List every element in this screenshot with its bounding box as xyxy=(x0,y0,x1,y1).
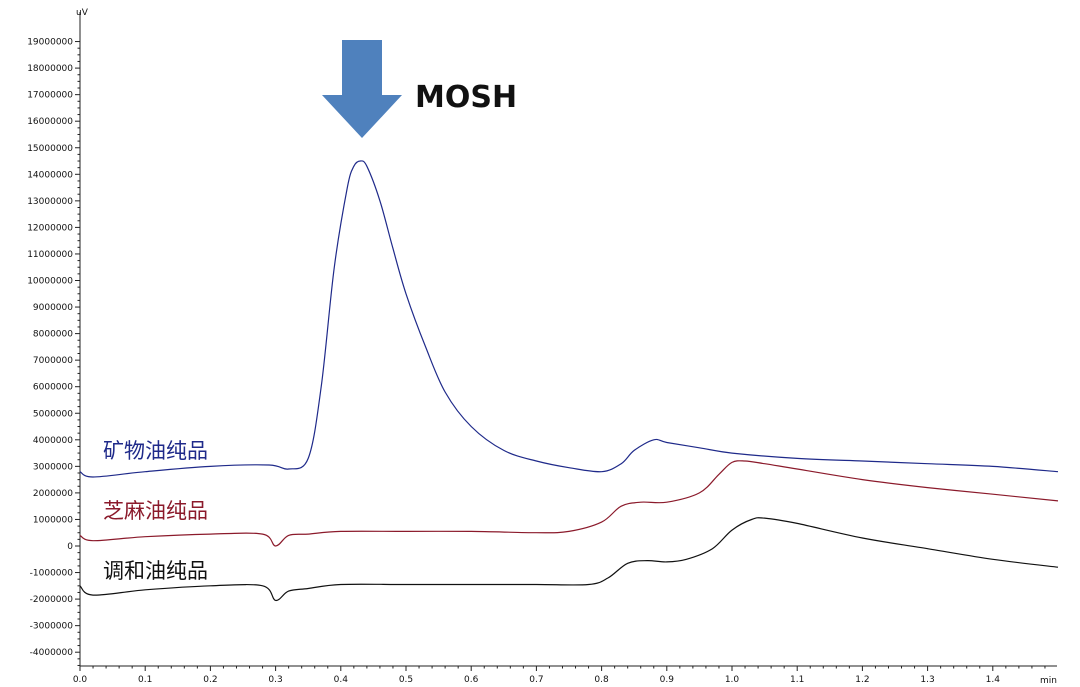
y-tick-label: 17000000 xyxy=(27,91,73,101)
mosh-annotation: MOSH xyxy=(322,40,517,138)
series-label-blended-oil: 调和油纯品 xyxy=(103,559,208,583)
x-tick-label: 0.9 xyxy=(660,675,675,685)
x-tick-label: 1.1 xyxy=(790,675,804,685)
y-tick-label: 6000000 xyxy=(33,383,73,393)
x-ticks: 0.0 0.1 0.2 0.3 0.4 0.5 0.6 0.7 0.8 0.9 1.0 1.1 1.2 1… xyxy=(73,666,1046,685)
x-tick-label: 0.2 xyxy=(203,675,217,685)
down-arrow-icon xyxy=(322,40,402,138)
y-tick-label: 1000000 xyxy=(33,515,73,525)
y-tick-label: 10000000 xyxy=(27,277,73,287)
x-tick-label: 1.4 xyxy=(986,675,1001,685)
x-tick-label: 0.1 xyxy=(138,675,152,685)
series-line-sesame-oil xyxy=(79,460,1059,547)
series-line-blended-oil xyxy=(79,517,1059,602)
y-tick-label: 7000000 xyxy=(33,356,73,366)
y-tick-label: 19000000 xyxy=(27,38,73,48)
y-tick-label: 5000000 xyxy=(33,409,73,419)
x-axis-unit-label: min xyxy=(1040,676,1057,686)
x-tick-label: 0.5 xyxy=(399,675,413,685)
y-tick-label: 3000000 xyxy=(33,462,73,472)
x-tick-label: 0.8 xyxy=(594,675,609,685)
series-label-sesame-oil: 芝麻油纯品 xyxy=(103,499,208,523)
x-tick-label: 1.2 xyxy=(855,675,869,685)
x-tick-label: 1.0 xyxy=(725,675,740,685)
series-lines xyxy=(79,160,1059,602)
y-tick-label: -2000000 xyxy=(30,595,74,605)
mosh-label: MOSH xyxy=(415,80,517,115)
x-tick-label: 0.3 xyxy=(268,675,282,685)
y-tick-label: -3000000 xyxy=(30,622,74,632)
y-axis-unit-label: uV xyxy=(76,8,89,18)
x-tick-label: 0.4 xyxy=(334,675,349,685)
y-tick-label: 14000000 xyxy=(27,170,73,180)
y-tick-label: 4000000 xyxy=(33,436,73,446)
x-tick-label: 1.3 xyxy=(920,675,934,685)
y-tick-label: 18000000 xyxy=(27,64,73,74)
y-tick-label: 13000000 xyxy=(27,197,73,207)
y-tick-label: 0 xyxy=(67,542,73,552)
y-tick-label: 8000000 xyxy=(33,330,73,340)
y-tick-label: -4000000 xyxy=(30,648,74,658)
y-ticks: 19000000 18000000 17000000 16000000 15000000… xyxy=(27,38,80,666)
y-tick-label: 12000000 xyxy=(27,223,73,233)
x-tick-label: 0.7 xyxy=(529,675,543,685)
y-tick-label: 9000000 xyxy=(33,303,73,313)
y-tick-label: -1000000 xyxy=(30,569,74,579)
series-labels: 矿物油纯品 芝麻油纯品 调和油纯品 xyxy=(103,439,208,583)
series-label-mineral-oil: 矿物油纯品 xyxy=(103,439,208,463)
x-tick-label: 0.0 xyxy=(73,675,88,685)
y-tick-label: 2000000 xyxy=(33,489,73,499)
y-tick-label: 16000000 xyxy=(27,117,73,127)
y-tick-label: 15000000 xyxy=(27,144,73,154)
axes: uV min 190000001800000017000000160000001… xyxy=(27,8,1057,686)
series-line-mineral-oil xyxy=(79,160,1059,478)
x-tick-label: 0.6 xyxy=(464,675,479,685)
y-tick-label: 11000000 xyxy=(27,250,73,260)
